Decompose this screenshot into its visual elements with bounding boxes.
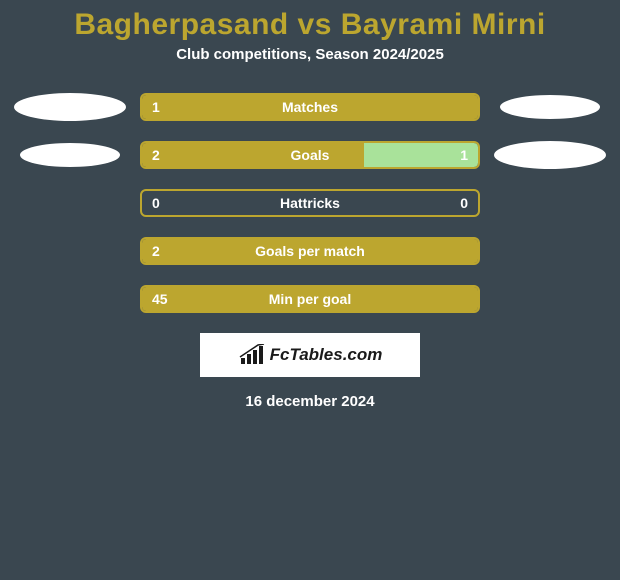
page-title: Bagherpasand vs Bayrami Mirni bbox=[0, 0, 620, 46]
stat-label: Min per goal bbox=[269, 291, 351, 307]
logo-box: FcTables.com bbox=[200, 333, 420, 377]
value-left: 2 bbox=[152, 147, 160, 163]
ellipse-slot-left bbox=[10, 285, 130, 313]
comparison-row: 0 0 Hattricks bbox=[0, 189, 620, 217]
value-right: 0 bbox=[460, 195, 468, 211]
stat-label: Goals bbox=[291, 147, 330, 163]
stat-bar: 0 0 Hattricks bbox=[140, 189, 480, 217]
date: 16 december 2024 bbox=[0, 393, 620, 410]
chart-icon bbox=[238, 344, 266, 366]
subtitle: Club competitions, Season 2024/2025 bbox=[0, 46, 620, 93]
logo-text: FcTables.com bbox=[270, 345, 383, 365]
stat-bar: 45 Min per goal bbox=[140, 285, 480, 313]
comparison-row: 45 Min per goal bbox=[0, 285, 620, 313]
ellipse-left bbox=[14, 93, 126, 121]
value-left: 2 bbox=[152, 243, 160, 259]
ellipse-slot-right bbox=[490, 141, 610, 169]
ellipse-slot-left bbox=[10, 189, 130, 217]
stat-label: Hattricks bbox=[280, 195, 340, 211]
ellipse-slot-left bbox=[10, 93, 130, 121]
stat-bar: 2 Goals per match bbox=[140, 237, 480, 265]
ellipse-slot-right bbox=[490, 285, 610, 313]
ellipse-slot-left bbox=[10, 141, 130, 169]
bar-fill-left bbox=[142, 143, 364, 167]
value-right: 1 bbox=[460, 147, 468, 163]
stat-bar: 1 Matches bbox=[140, 93, 480, 121]
comparison-rows: 1 Matches 2 1 Goals 0 0 Hattricks 2 Goals per mat… bbox=[0, 93, 620, 313]
value-left: 0 bbox=[152, 195, 160, 211]
ellipse-right bbox=[494, 141, 606, 169]
ellipse-left bbox=[20, 143, 120, 167]
stat-bar: 2 1 Goals bbox=[140, 141, 480, 169]
stat-label: Goals per match bbox=[255, 243, 365, 259]
comparison-row: 1 Matches bbox=[0, 93, 620, 121]
ellipse-slot-left bbox=[10, 237, 130, 265]
stat-label: Matches bbox=[282, 99, 338, 115]
comparison-row: 2 Goals per match bbox=[0, 237, 620, 265]
ellipse-slot-right bbox=[490, 189, 610, 217]
ellipse-right bbox=[500, 95, 600, 119]
value-left: 1 bbox=[152, 99, 160, 115]
value-left: 45 bbox=[152, 291, 168, 307]
ellipse-slot-right bbox=[490, 93, 610, 121]
ellipse-slot-right bbox=[490, 237, 610, 265]
comparison-row: 2 1 Goals bbox=[0, 141, 620, 169]
